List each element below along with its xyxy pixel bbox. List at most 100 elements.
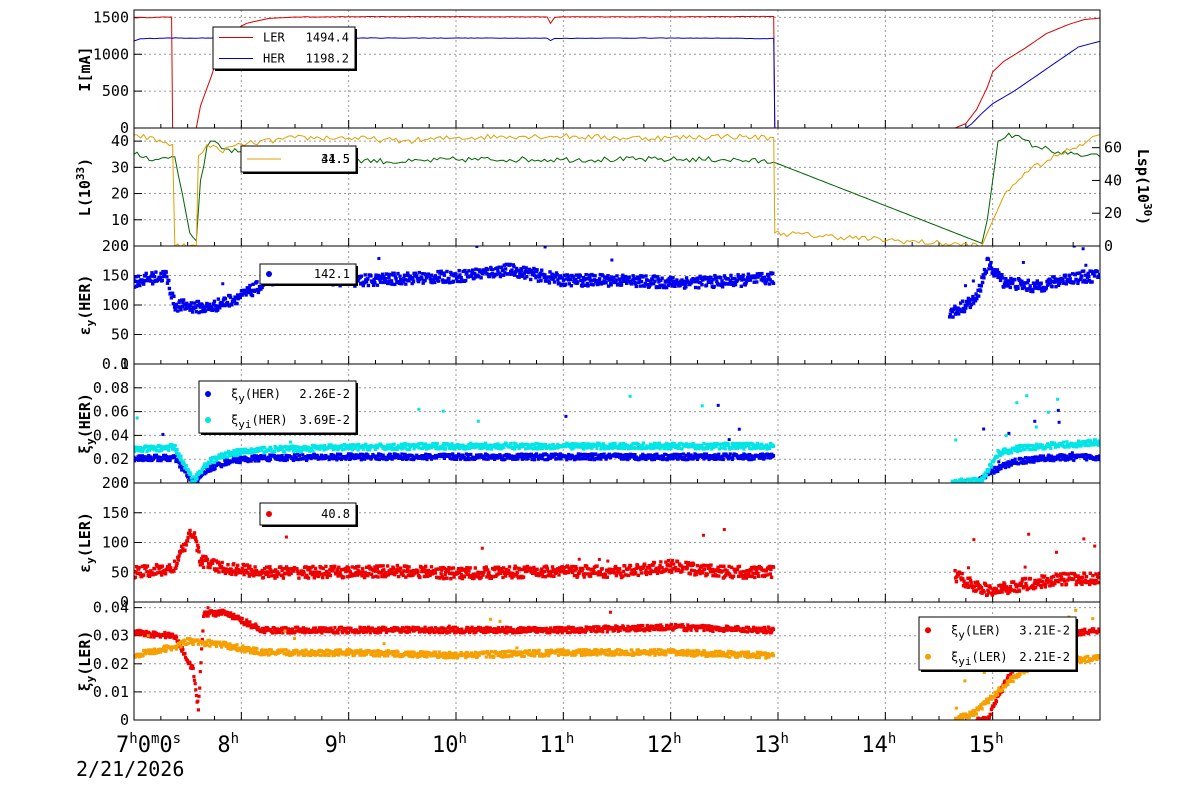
outlier-point	[964, 284, 968, 288]
data-point	[764, 443, 768, 447]
data-point	[268, 445, 273, 449]
legend-name: LER	[263, 31, 285, 45]
data-point	[1061, 279, 1065, 283]
data-point	[992, 471, 996, 475]
data-point	[1074, 455, 1078, 459]
data-point	[429, 446, 434, 450]
panel-tune-her: 00.020.040.060.080.1ξy(HER) ξy(HER) 2.26E-…	[76, 355, 1101, 492]
data-point	[169, 566, 173, 570]
data-point	[390, 445, 394, 449]
data-point	[720, 279, 724, 283]
data-point	[166, 458, 170, 462]
data-point	[539, 569, 543, 573]
data-point	[740, 278, 744, 282]
data-point	[307, 565, 311, 570]
data-point	[246, 290, 251, 294]
data-point	[377, 457, 381, 462]
data-point	[221, 298, 226, 302]
data-point	[657, 566, 662, 570]
data-point	[757, 274, 761, 278]
data-point	[570, 447, 574, 451]
data-point	[961, 478, 965, 482]
data-point	[584, 273, 588, 277]
data-point	[516, 452, 521, 456]
data-point	[1000, 273, 1004, 277]
data-point	[575, 454, 579, 458]
data-point	[576, 457, 580, 461]
data-point	[199, 310, 203, 314]
data-point	[963, 483, 966, 486]
data-point	[598, 273, 602, 277]
data-point	[698, 571, 702, 576]
data-point	[156, 571, 160, 575]
data-point	[583, 572, 587, 576]
data-point	[639, 447, 644, 451]
data-point	[321, 446, 325, 450]
data-point	[327, 571, 331, 576]
data-point	[638, 443, 642, 448]
data-point	[315, 447, 319, 451]
data-point	[254, 454, 258, 458]
data-point	[281, 573, 285, 577]
data-point	[398, 566, 403, 570]
data-point	[502, 273, 506, 277]
data-point	[242, 291, 246, 295]
data-point	[747, 443, 751, 447]
data-point	[242, 572, 246, 577]
data-point	[154, 453, 159, 457]
data-point	[998, 278, 1003, 283]
data-point	[284, 572, 288, 576]
data-point	[596, 573, 600, 577]
data-point	[394, 277, 398, 281]
data-point	[583, 445, 587, 449]
legend-name: ξy(HER)	[231, 387, 281, 405]
data-point	[311, 564, 315, 569]
data-point	[1065, 454, 1069, 458]
data-point	[1030, 287, 1034, 292]
data-point	[252, 450, 256, 454]
data-point	[617, 277, 622, 281]
data-point	[196, 479, 200, 483]
data-point	[231, 452, 235, 456]
data-point	[196, 299, 201, 304]
data-point	[135, 279, 139, 284]
data-point	[248, 573, 253, 577]
y-axis-label: I[mA]	[76, 46, 94, 91]
data-point	[145, 569, 149, 574]
data-point	[161, 274, 166, 279]
data-point	[483, 568, 487, 572]
data-point	[451, 572, 455, 576]
data-point	[1028, 284, 1032, 288]
data-point	[614, 564, 618, 569]
data-point	[608, 276, 612, 281]
data-point	[679, 564, 684, 568]
data-point	[450, 273, 454, 277]
data-point	[465, 457, 469, 462]
data-point	[765, 447, 769, 451]
data-point	[284, 565, 289, 569]
data-point	[405, 569, 409, 574]
data-point	[427, 273, 432, 278]
data-point	[696, 276, 700, 280]
data-point	[259, 571, 264, 575]
data-point	[700, 444, 704, 448]
data-point	[350, 445, 354, 449]
data-point	[429, 273, 434, 277]
data-point	[205, 301, 209, 306]
data-point	[559, 457, 563, 461]
data-point	[518, 272, 522, 276]
data-point	[345, 443, 349, 447]
data-point	[383, 280, 387, 284]
data-point	[235, 301, 239, 306]
outlier-point	[441, 409, 445, 413]
data-point	[520, 274, 524, 278]
data-point	[200, 303, 204, 307]
data-point	[1018, 278, 1022, 282]
data-point	[723, 447, 727, 451]
data-point	[746, 442, 750, 446]
data-point	[379, 274, 383, 278]
data-point	[338, 570, 342, 574]
data-point	[722, 274, 727, 278]
data-point	[573, 281, 577, 285]
data-point	[590, 272, 594, 277]
